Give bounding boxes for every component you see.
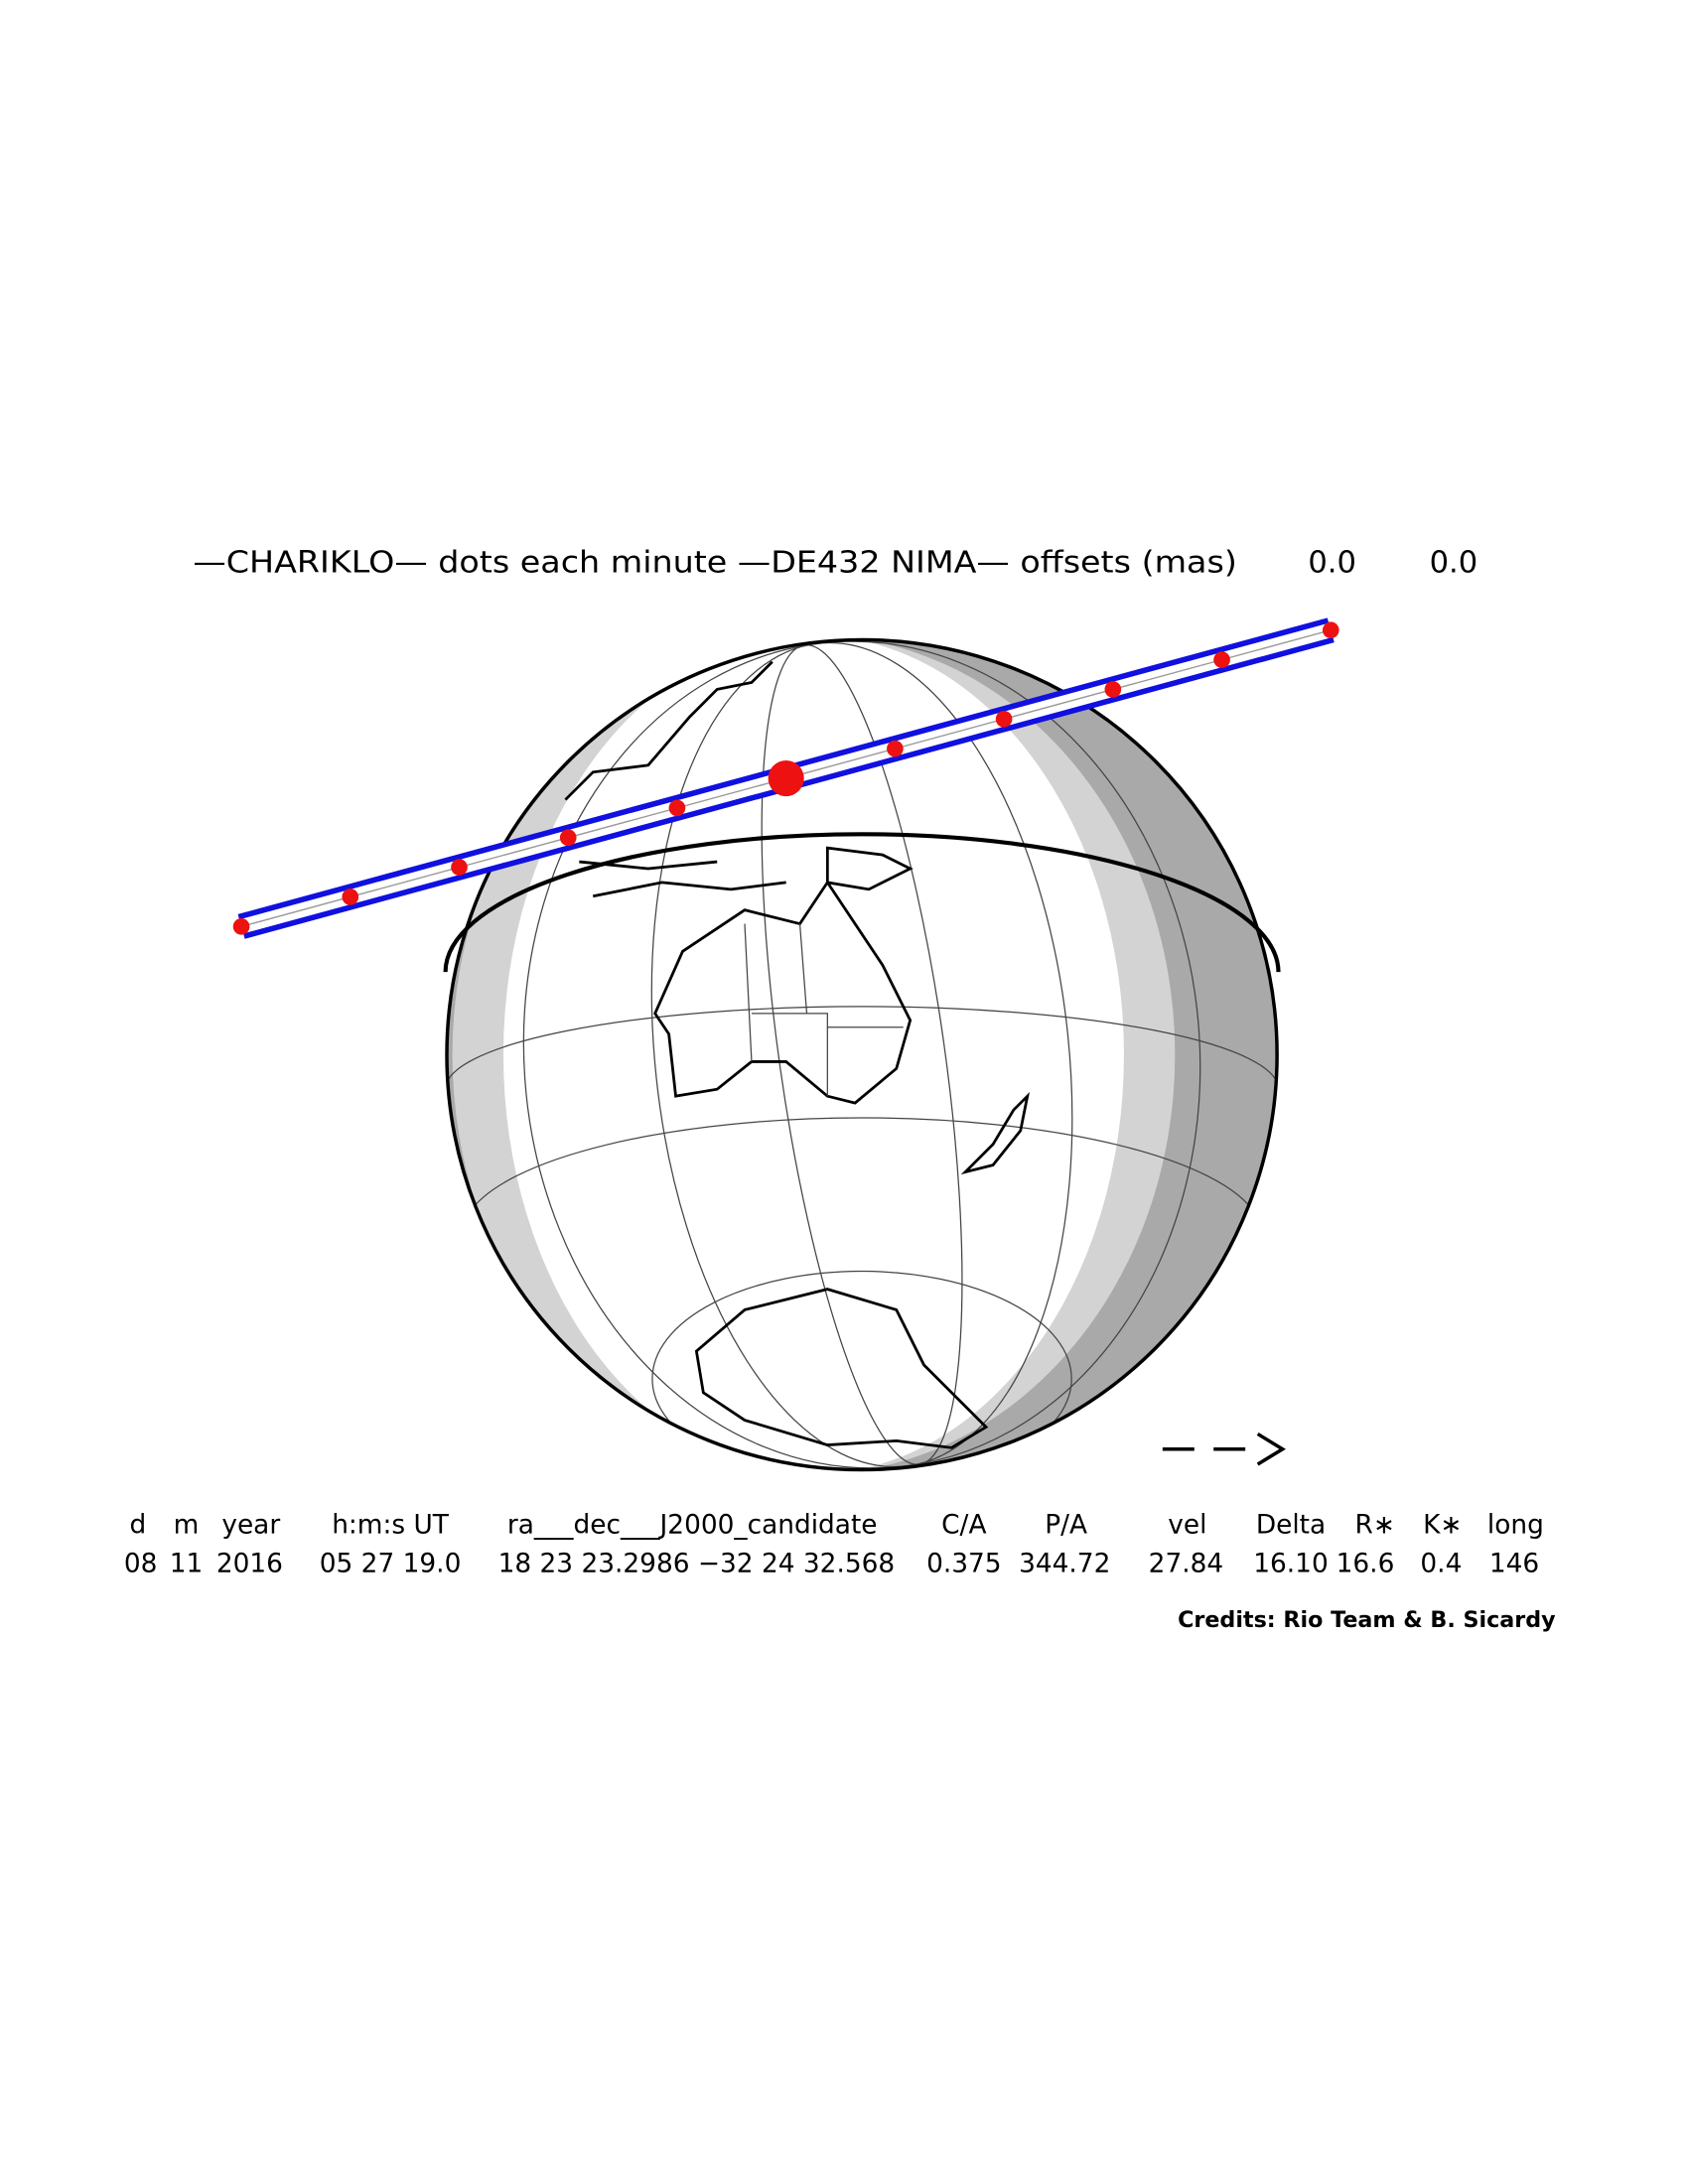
column-header: R∗	[1355, 1510, 1395, 1540]
limb-line	[443, 832, 1281, 973]
column-header: C/A	[941, 1510, 986, 1540]
column-header: ra___dec___J2000_candidate	[507, 1510, 878, 1540]
column-header: P/A	[1045, 1510, 1087, 1540]
credits: Credits: Rio Team & B. Sicardy	[1178, 1607, 1556, 1633]
direction-arrow	[1162, 1432, 1286, 1466]
table-cell: 146	[1489, 1549, 1539, 1578]
central-dot	[768, 759, 804, 797]
column-header: m	[174, 1510, 200, 1540]
table-cell: 27.84	[1149, 1549, 1224, 1578]
table-cell: 16.6	[1336, 1549, 1395, 1578]
minute-dot	[887, 740, 904, 757]
minute-dot	[995, 710, 1013, 728]
minute-dot	[1104, 681, 1122, 698]
minute-dot	[559, 829, 577, 847]
minute-dots	[232, 621, 1339, 935]
globe-outline	[445, 637, 1279, 1472]
minute-dot	[1213, 651, 1230, 668]
column-header: Delta	[1256, 1510, 1326, 1540]
minute-dot	[451, 859, 468, 876]
map-title: —CHARIKLO— dots each minute —DE432 NIMA—…	[193, 545, 1236, 580]
table-cell: 18 23 23.2986 −32 24 32.568	[498, 1549, 896, 1578]
table-cell: 11	[170, 1549, 204, 1578]
column-header: h:m:s UT	[332, 1510, 450, 1540]
offset-dec: 0.0	[1430, 545, 1478, 580]
column-header: vel	[1168, 1510, 1206, 1540]
minute-dot	[668, 799, 686, 817]
table-cell: 344.72	[1019, 1549, 1110, 1578]
minute-dot	[1322, 621, 1339, 639]
event-table: d m year h:m:s UT ra___dec___J2000_candidate…	[124, 1510, 1544, 1578]
table-cell: 2016	[216, 1549, 283, 1578]
column-header: K∗	[1423, 1510, 1462, 1540]
minute-dot	[342, 888, 359, 905]
offset-ra: 0.0	[1308, 545, 1356, 580]
table-cell: 0.375	[926, 1549, 1002, 1578]
table-cell: 05 27 19.0	[320, 1549, 462, 1578]
column-header: long	[1487, 1510, 1544, 1540]
minute-dot	[232, 918, 250, 935]
column-header: d	[130, 1510, 147, 1540]
table-cell: 08	[124, 1549, 158, 1578]
globe-shading	[447, 639, 1278, 1470]
table-cell: 0.4	[1420, 1549, 1462, 1578]
table-cell: 16.10	[1253, 1549, 1329, 1578]
column-header: year	[221, 1510, 280, 1540]
